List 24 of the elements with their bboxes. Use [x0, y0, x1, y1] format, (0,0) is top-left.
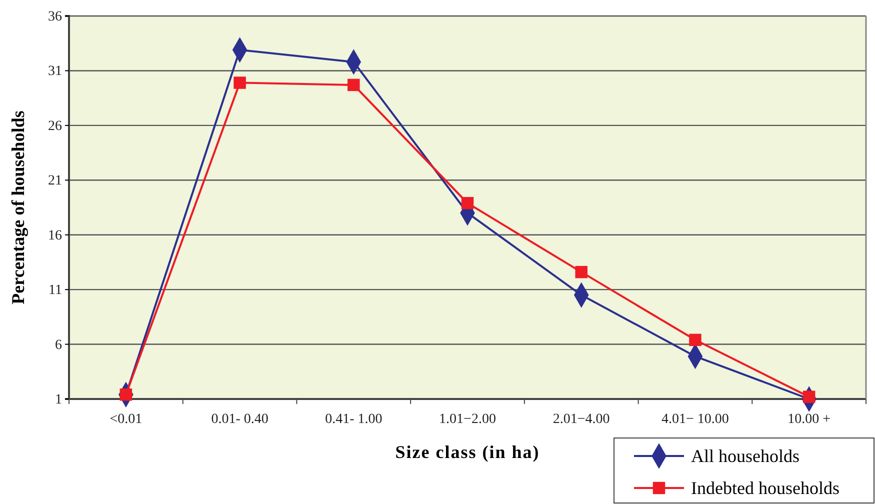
point [348, 78, 360, 92]
y-tick-label: 6 [55, 338, 62, 353]
x-tick-label: 10.00 + [788, 412, 831, 427]
x-tick-label: 2.01−4.00 [552, 412, 610, 427]
legend-label: Indebted households [691, 478, 840, 498]
point [575, 266, 588, 278]
x-tick-label: 0.41- 1.00 [325, 412, 382, 427]
y-tick-label: 36 [48, 9, 62, 24]
y-tick-label: 31 [48, 64, 62, 80]
x-tick-label: <0.01 [110, 412, 142, 427]
x-tick-label: 0.01- 0.40 [211, 412, 268, 427]
y-tick-label: 26 [48, 118, 62, 134]
x-tick-label: 1.01−2.00 [439, 412, 496, 427]
legend-label: All households [691, 446, 800, 466]
y-tick-label: 1 [55, 392, 62, 408]
x-axis-title: Size class (in ha) [395, 442, 540, 462]
point [461, 197, 474, 210]
point [234, 76, 246, 89]
y-tick-label: 21 [48, 174, 62, 189]
y-tick-label: 11 [48, 283, 62, 298]
x-tick-label: 4.01− 10.00 [662, 412, 729, 427]
point [689, 334, 702, 346]
y-axis-title: Percentage of households [8, 110, 28, 304]
y-tick-label: 16 [48, 228, 62, 244]
